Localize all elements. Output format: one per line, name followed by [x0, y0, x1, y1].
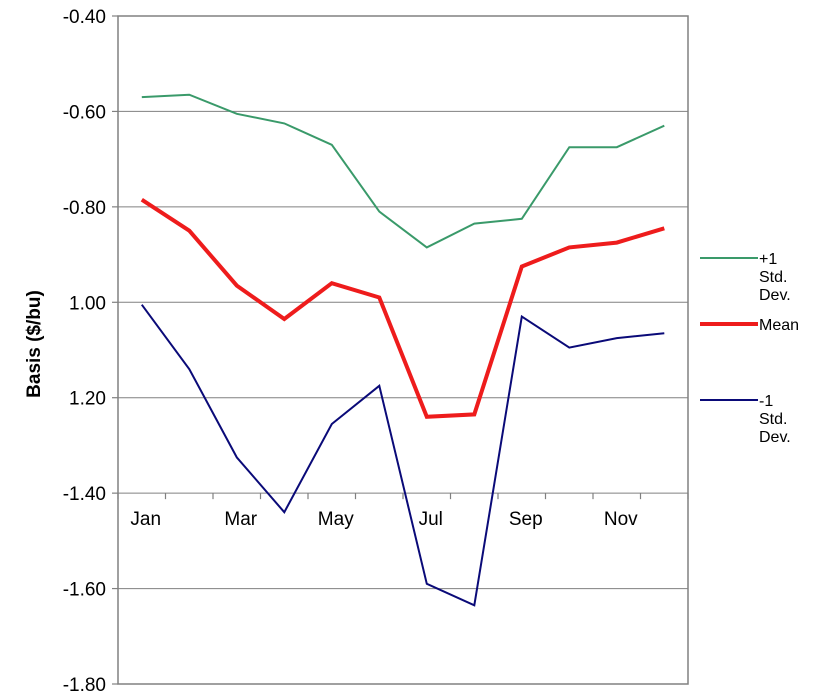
series-lines [140, 93, 665, 607]
legend-label: +1 [759, 251, 777, 268]
y-axis-ticks: -0.40 -0.60 -0.80 1.00 1.20 -1.40 -1.60 -1.80 [63, 7, 118, 696]
legend-label: Mean [759, 317, 799, 334]
x-tick-label: Mar [224, 509, 257, 530]
y-tick-label: -0.40 [63, 7, 106, 28]
y-tick-label: -1.80 [63, 675, 106, 696]
series-line-0 [141, 93, 665, 249]
x-tick-label: Sep [509, 509, 543, 530]
x-tick-label: May [318, 509, 354, 530]
y-axis-label: Basis ($/bu) [24, 290, 45, 398]
x-axis-ticks: Jan Mar May Jul Sep Nov [117, 493, 689, 530]
y-tick-label: -1.60 [63, 580, 106, 601]
x-tick-label: Nov [604, 509, 638, 530]
y-tick-label: -0.80 [63, 198, 106, 219]
x-tick-label: Jan [130, 509, 161, 530]
legend-label: Std. [759, 269, 787, 286]
legend-label: -1 [759, 393, 773, 410]
plot-area-border [117, 15, 689, 685]
series-line-2 [140, 304, 665, 607]
legend-label: Std. [759, 411, 787, 428]
y-tick-label: 1.00 [69, 293, 106, 314]
y-tick-label: -1.40 [63, 484, 106, 505]
legend-label: Dev. [759, 287, 791, 304]
gridlines [118, 110, 688, 590]
x-tick-label: Jul [419, 509, 443, 530]
y-tick-label: 1.20 [69, 389, 106, 410]
legend-label: Dev. [759, 429, 791, 446]
y-tick-label: -0.60 [63, 102, 106, 123]
series-line-1 [140, 198, 665, 419]
